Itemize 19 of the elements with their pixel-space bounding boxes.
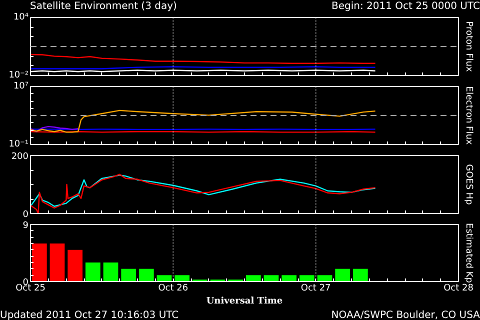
chart-subtitle: Begin: 2011 Oct 25 0000 UTC — [332, 0, 480, 14]
x-axis-title: Universal Time — [206, 296, 283, 306]
y-tick-label: 10⁴ — [13, 12, 29, 22]
y-axis-title: GOES Hp — [464, 164, 474, 206]
y-tick-label: 9 — [22, 221, 29, 231]
y-tick-label: 200 — [11, 152, 29, 162]
chart-title: Satellite Environment (3 day) — [30, 0, 177, 14]
text: Updated 2011 Oct 27 10:16:03 UTC — [0, 309, 179, 320]
y-tick-label: 10⁻¹ — [8, 140, 29, 150]
y-axis-title: Estimated Kp — [464, 223, 474, 284]
y-tick-label: 10⁻² — [8, 70, 29, 80]
y-axis-title: Electron Flux — [464, 86, 474, 146]
y-tick-label: 10⁷ — [13, 82, 29, 92]
x-tick-label: Oct 28 — [444, 284, 474, 294]
x-tick-label: Oct 26 — [158, 284, 188, 294]
x-tick-label: Oct 27 — [300, 284, 331, 294]
y-tick-label: 0 — [22, 210, 29, 220]
y-axis-title: Proton Flux — [464, 21, 474, 72]
text: NOAA/SWPC Boulder, CO USA — [331, 309, 480, 320]
